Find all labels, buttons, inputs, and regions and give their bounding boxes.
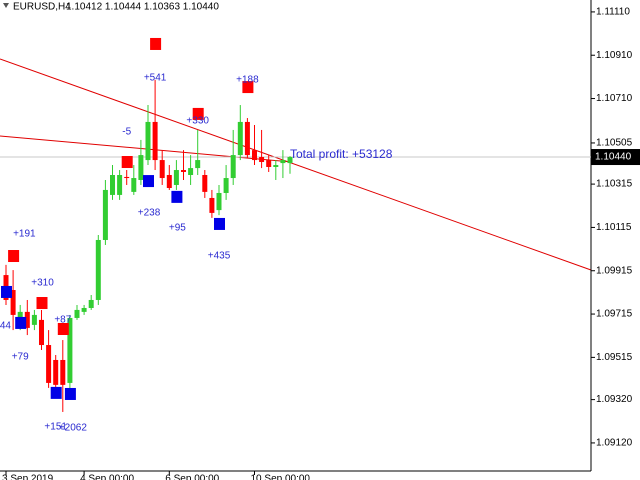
candle-body [159,160,165,179]
candle-body [39,319,44,346]
trade-marker [143,175,154,188]
trade-label: +2062 [59,423,88,434]
y-tick-label: 1.09715 [596,309,633,320]
candle-body [117,175,123,195]
candle-body [131,178,137,192]
trade-marker [242,81,254,94]
y-tick-label: 1.10115 [596,222,632,233]
candle-body [67,317,73,383]
trade-label: -5 [122,127,131,138]
candle-body [102,189,108,240]
total-profit: Total profit: +53128 [290,147,393,161]
trade-label: +87 [54,315,71,326]
candle-body [188,168,194,176]
y-tick-label: 1.10505 [596,138,633,149]
symbol-icon [3,3,9,8]
x-tick-label: 3 Sep 2019 [2,474,54,480]
trade-label: +191 [13,229,36,240]
candle-body [31,314,37,325]
y-tick-label: 1.10315 [596,179,633,190]
trade-label: +79 [12,352,29,363]
candle-body [202,175,208,192]
candle-body [280,160,286,164]
candle-body [230,155,236,179]
candle-body [53,359,59,385]
candle-body [46,345,52,383]
candle-body [266,160,272,167]
y-tick-label: 1.09915 [596,265,633,276]
trade-label: +95 [169,223,186,234]
trade-marker [214,217,225,230]
y-tick-label: 1.10710 [596,93,633,104]
candle-body [60,359,66,385]
price-label: 1.10440 [595,152,632,163]
y-tick-label: 1.09120 [596,438,633,449]
candle-body [173,170,179,185]
candle-body [10,290,16,315]
x-tick-label: 4 Sep 00:00 [80,474,134,480]
chart-title: EURUSD,H4 [13,2,71,13]
trend-line [0,58,592,271]
candle-body [166,175,172,188]
candle-body [181,170,186,172]
y-tick-label: 1.11110 [596,7,630,18]
x-tick-label: 10 Sep 00:00 [251,474,311,480]
trade-marker [1,285,12,298]
trade-marker [8,250,20,263]
trade-label: +151 [44,422,67,433]
candle-body [138,155,144,180]
candle-body [244,121,250,156]
trade-marker [50,386,62,399]
price-label-box [591,149,640,166]
y-tick-label: 1.09320 [596,394,633,405]
trade-marker [171,190,183,203]
trade-label: +541 [144,73,167,84]
trade-marker [64,387,76,400]
trade-marker [57,323,69,335]
candle-body [216,192,222,211]
candle-body [81,307,87,312]
trade-label: +310 [31,278,54,289]
candle-body [223,178,229,193]
candle-body [195,160,201,169]
y-tick-label: 1.09515 [596,352,633,363]
candle-body [145,121,151,161]
trade-marker [192,107,204,120]
candle-body [273,165,279,167]
candle-body [287,157,293,164]
candle-body [110,175,115,195]
y-tick-label: 1.10910 [596,50,633,61]
candle-body [124,176,130,179]
trade-label: +238 [138,208,161,219]
x-tick-label: 6 Sep 00:00 [165,474,219,480]
trade-marker [15,316,27,329]
trade-marker [121,156,133,169]
candle-body [95,239,101,300]
candle-body [237,121,243,156]
candle-body [209,197,215,213]
candle-body [259,157,265,163]
trade-marker [36,297,48,310]
candle-body [252,150,257,161]
candle-body [152,121,158,161]
candle-body [24,311,30,328]
trade-label: +330 [186,116,209,127]
trade-label: +188 [236,75,259,86]
trade-label: +435 [208,251,231,262]
ohlc-header: 1.10412 1.10444 1.10363 1.10440 [66,2,219,13]
trade-label: 44 [0,321,11,332]
candle-body [88,299,94,308]
candle-body [74,309,80,318]
trade-marker [150,37,162,50]
